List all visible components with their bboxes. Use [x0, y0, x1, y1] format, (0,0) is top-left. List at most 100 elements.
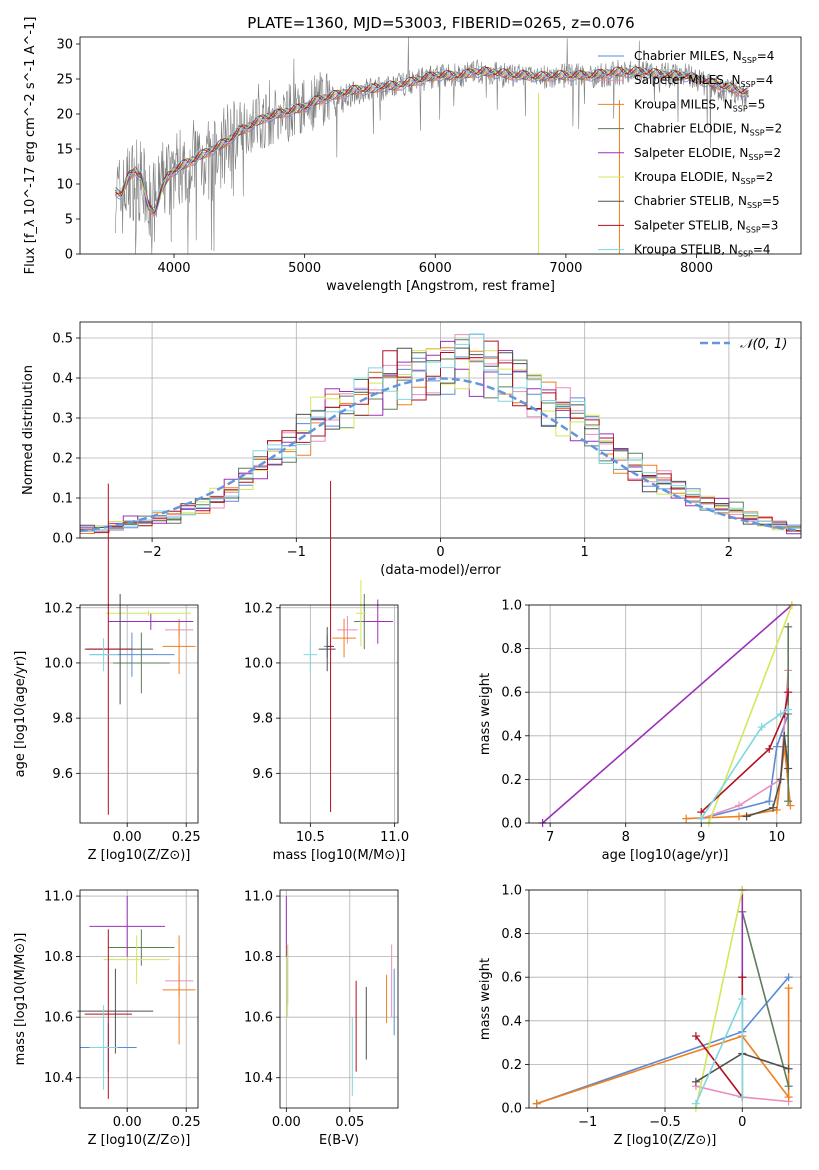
y-tick-label: 0.0	[501, 1102, 522, 1117]
weight_vs_age-axes	[525, 604, 801, 827]
y-tick-label: 10.8	[244, 950, 273, 965]
y-tick-label: 0.0	[501, 817, 522, 832]
y-axis-label: mass weight	[478, 958, 493, 1040]
y-tick-label: 0.2	[52, 452, 73, 467]
y-tick-label: 1.0	[501, 884, 522, 899]
y-tick-label: 0.6	[501, 971, 522, 986]
x-axis-label: age [log10(age/yr)]	[602, 848, 729, 863]
y-tick-label: 15	[56, 143, 73, 158]
y-tick-label: 0.3	[52, 412, 73, 427]
y-axis-label: mass [log10(M/M⊙)]	[13, 933, 28, 1066]
y-tick-label: 9.6	[252, 767, 273, 782]
weight_vs_age-data	[538, 601, 796, 827]
legend-value: =4	[756, 73, 774, 87]
x-tick-label: 8000	[680, 261, 713, 276]
y-tick-label: 10.6	[44, 1011, 73, 1026]
legend-value: =2	[765, 122, 783, 136]
age_vs_Z-frame	[79, 604, 199, 824]
legend-subscript: SSP	[746, 225, 761, 234]
y-tick-label: 10.0	[244, 656, 273, 671]
x-tick-label: 7000	[549, 261, 582, 276]
weight-line-kroupa-stelib	[700, 708, 789, 820]
x-tick-label: 6000	[419, 261, 452, 276]
y-tick-label: 1.0	[501, 599, 522, 614]
x-axis-label: mass [log10(M/M⊙)]	[273, 848, 406, 863]
legend-label: Salpeter ELODIE, NSSP=2	[634, 146, 781, 162]
y-tick-label: 0.4	[52, 372, 73, 387]
y-tick-label: 11.0	[244, 890, 273, 905]
y-tick-label: 0.2	[501, 1058, 522, 1073]
normal-curve	[79, 377, 802, 533]
y-tick-label: 30	[56, 38, 73, 53]
legend-label: Salpeter MILES, NSSP=4	[634, 73, 773, 89]
y-tick-label: 10.6	[244, 1011, 273, 1026]
weight-line-chabrier-elodie	[741, 911, 790, 1087]
x-tick-label: −1	[287, 545, 306, 560]
x-tick-label: 9	[697, 830, 705, 845]
weight-line-salpeter-elodie	[542, 604, 793, 824]
y-tick-label: 0.1	[52, 492, 73, 507]
mass_vs_Z-data	[77, 896, 196, 1099]
x-axis-label: wavelength [Angstrom, rest frame]	[326, 279, 555, 294]
x-tick-label: 10.5	[296, 830, 325, 845]
mass_vs_ebv-axes	[276, 890, 398, 1112]
x-tick-label: 0.25	[172, 830, 201, 845]
weight-line-salpeter-stelib	[700, 692, 789, 813]
residuals-frame	[79, 321, 802, 539]
mass_vs_Z-frame	[79, 889, 199, 1109]
histogram-chabrier-stelib	[80, 347, 801, 530]
model-line-kroupa-stelib	[115, 65, 749, 213]
legend-label: Salpeter STELIB, NSSP=3	[634, 218, 778, 234]
weight_vs_age-frame	[528, 604, 802, 824]
x-tick-label: 4000	[157, 261, 190, 276]
y-tick-label: 10.4	[244, 1071, 273, 1086]
y-tick-label: 0.5	[52, 332, 73, 347]
y-tick-label: 0.0	[52, 532, 73, 547]
x-tick-label: 0.25	[172, 1115, 201, 1130]
y-tick-label: 10.8	[44, 950, 73, 965]
y-tick-label: 10.2	[44, 601, 73, 616]
age_vs_mass-frame	[279, 604, 399, 824]
weight-line-chabrier-miles	[701, 713, 789, 820]
y-tick-label: 0.6	[501, 686, 522, 701]
y-tick-label: 0.4	[501, 729, 522, 744]
y-tick-label: 0.2	[501, 773, 522, 788]
y-tick-label: 20	[56, 108, 73, 123]
y-tick-label: 9.8	[252, 712, 273, 727]
x-tick-label: −1	[578, 1115, 597, 1130]
y-tick-label: 11.0	[44, 890, 73, 905]
mass_vs_ebv-data	[285, 896, 395, 1096]
legend-label: Chabrier STELIB, NSSP=5	[634, 194, 780, 210]
age_vs_mass-data	[303, 480, 393, 812]
x-tick-label: 0.00	[272, 1115, 301, 1130]
legend-subscript: SSP	[733, 104, 748, 113]
legend-subscript: SSP	[738, 250, 753, 259]
weight-line-chabrier-stelib	[746, 735, 789, 818]
legend-subscript: SSP	[741, 80, 756, 89]
x-tick-label: 10	[769, 830, 786, 845]
legend-label: Chabrier ELODIE, NSSP=2	[634, 122, 782, 138]
legend-subscript: SSP	[748, 153, 763, 162]
y-axis-label: mass weight	[478, 673, 493, 755]
x-tick-label: 0.00	[113, 1115, 142, 1130]
legend-label: Chabrier MILES, NSSP=4	[634, 49, 774, 65]
legend-subscript: SSP	[742, 56, 757, 65]
x-tick-label: 8	[622, 830, 630, 845]
residuals-data	[79, 333, 802, 535]
x-axis-label: E(B-V)	[319, 1133, 359, 1148]
legend-value: =4	[753, 243, 771, 257]
legend-value: =4	[757, 49, 775, 63]
y-tick-label: 0	[65, 248, 73, 263]
y-tick-label: 5	[65, 213, 73, 228]
y-axis-label: age [log10(age/yr)]	[13, 651, 28, 778]
mass_vs_ebv-frame	[279, 889, 399, 1109]
x-tick-label: 1	[581, 545, 589, 560]
y-tick-label: 0.8	[501, 642, 522, 657]
y-axis-label: Normed distribution	[21, 365, 36, 495]
legend-label: Kroupa MILES, NSSP=5	[634, 97, 765, 113]
histogram-kroupa-stelib	[80, 333, 801, 532]
legend-value: =2	[763, 146, 781, 160]
weight-line-kroupa-elodie	[695, 889, 744, 1109]
legend-subscript: SSP	[747, 201, 762, 210]
